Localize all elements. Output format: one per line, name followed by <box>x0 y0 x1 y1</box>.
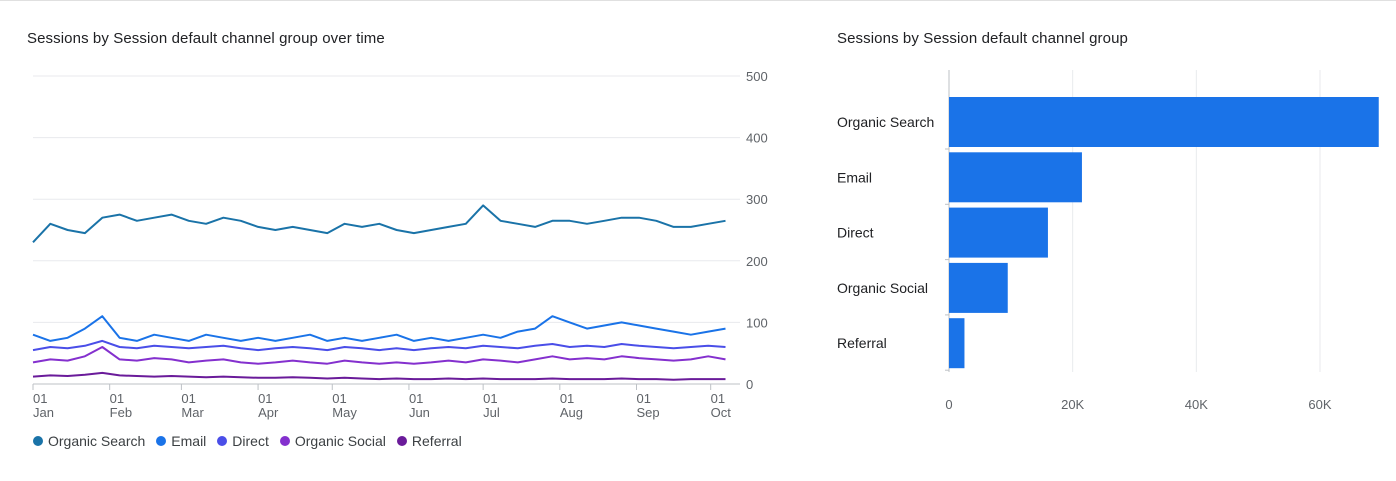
legend-swatch <box>279 436 290 446</box>
x-tick-day: 01 <box>258 391 272 406</box>
legend-item: Organic Search <box>33 433 145 449</box>
x-tick-month: May <box>332 405 357 420</box>
bar-chart: 0 20K 40K 60K Organic Search Email Direct Organ… <box>837 70 1379 412</box>
bar <box>949 97 1379 147</box>
x-tick-month: Aug <box>560 405 583 420</box>
top-divider <box>0 0 1396 1</box>
x-tick-month: Sep <box>636 405 659 420</box>
x-tick-month: Oct <box>711 405 732 420</box>
x-tick-label: 20K <box>1061 397 1084 412</box>
series-line-direct <box>32 339 726 352</box>
x-tick-day: 01 <box>409 391 423 406</box>
x-tick-label: 60K <box>1308 397 1331 412</box>
series-line-email <box>32 315 726 342</box>
legend-label: Organic Social <box>294 433 386 449</box>
x-tick-month: Feb <box>110 405 132 420</box>
line-chart-title: Sessions by Session default channel grou… <box>27 30 385 47</box>
y-tick-label: 400 <box>746 131 768 146</box>
x-tick-day: 01 <box>711 391 725 406</box>
series-line-organic-search <box>32 204 726 243</box>
x-tick-month: Apr <box>258 405 279 420</box>
category-label: Organic Social <box>837 280 928 296</box>
legend-swatch <box>33 436 43 446</box>
x-tick-month: Jan <box>33 405 54 420</box>
legend-item: Referral <box>396 433 462 449</box>
x-tick-day: 01 <box>560 391 574 406</box>
legend-label: Organic Search <box>48 433 146 449</box>
bar <box>949 207 1048 258</box>
x-tick-month: Mar <box>181 405 204 420</box>
category-label: Organic Search <box>837 114 934 130</box>
legend-item: Email <box>156 433 206 449</box>
line-chart: 010020030040050001Jan01Feb01Mar01Apr01Ma… <box>32 69 768 420</box>
x-tick-day: 01 <box>483 391 497 406</box>
x-tick-month: Jun <box>409 405 430 420</box>
x-tick-day: 01 <box>332 391 346 406</box>
legend-item: Direct <box>217 433 269 449</box>
x-tick-label: 40K <box>1185 397 1208 412</box>
legend-swatch <box>396 436 407 446</box>
x-tick-day: 01 <box>181 391 195 406</box>
bar <box>949 152 1082 203</box>
legend-swatch <box>217 436 228 446</box>
y-tick-label: 300 <box>746 192 768 207</box>
legend-label: Direct <box>232 433 269 449</box>
x-tick-month: Jul <box>483 405 500 420</box>
bar <box>949 262 1008 313</box>
bar <box>949 318 965 369</box>
y-tick-label: 100 <box>746 315 768 330</box>
line-chart-legend: Organic Search Email Direct Organic Social R… <box>33 433 462 449</box>
legend-label: Referral <box>411 433 462 449</box>
x-tick-day: 01 <box>33 391 47 406</box>
legend-label: Email <box>171 433 207 449</box>
y-tick-label: 500 <box>746 69 768 84</box>
legend-swatch <box>156 436 167 446</box>
legend-item: Organic Social <box>279 433 386 449</box>
x-tick-day: 01 <box>110 391 124 406</box>
category-label: Direct <box>837 225 874 241</box>
y-tick-label: 0 <box>746 377 753 392</box>
y-tick-label: 200 <box>746 254 768 269</box>
x-tick-label: 0 <box>945 397 952 412</box>
series-line-organic-social <box>32 346 726 365</box>
series-line-referral <box>32 371 726 381</box>
category-label: Email <box>837 169 872 185</box>
x-tick-day: 01 <box>636 391 650 406</box>
category-label: Referral <box>837 335 887 351</box>
bar-chart-title: Sessions by Session default channel grou… <box>837 30 1128 47</box>
